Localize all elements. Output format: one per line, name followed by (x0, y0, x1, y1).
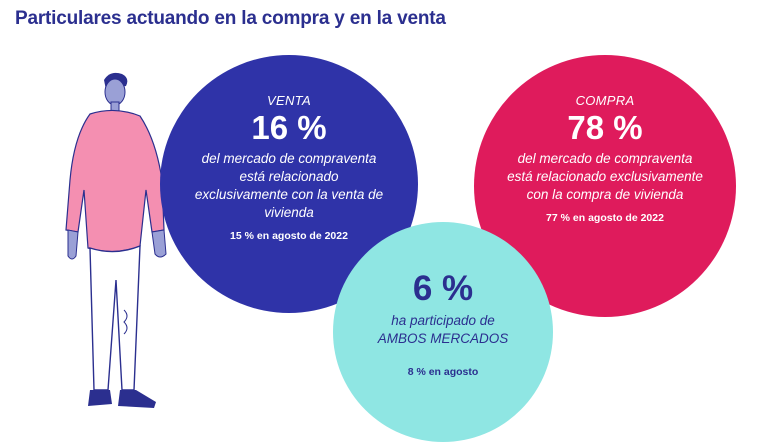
venta-label: VENTA (267, 93, 311, 108)
person-trousers (89, 244, 141, 391)
venta-description: del mercado de compraventa está relacion… (194, 151, 384, 220)
person-right-hand (151, 229, 167, 258)
compra-percent: 78 % (567, 109, 643, 146)
ambos-percent: 6 % (412, 269, 474, 308)
person-right-shoe (118, 390, 156, 408)
ambos-description-line2: AMBOS MERCADOS (377, 331, 509, 346)
ambos-description: ha participado de AMBOS MERCADOS (358, 312, 528, 348)
venta-note: 15 % en agosto de 2022 (230, 230, 348, 242)
person-sweater (65, 109, 165, 253)
compra-label: COMPRA (575, 93, 635, 108)
person-left-shoe (88, 390, 112, 406)
ambos-description-line1: ha participado de (391, 313, 495, 328)
compra-description: del mercado de compraventa está relacion… (507, 151, 703, 202)
compra-note: 77 % en agosto de 2022 (546, 212, 664, 224)
venta-percent: 16 % (251, 109, 327, 146)
page-title: Particulares actuando en la compra y en … (15, 8, 446, 29)
person-head (104, 78, 126, 106)
ambos-note: 8 % en agosto (407, 366, 479, 378)
person-illustration (65, 72, 167, 408)
ambos-circle: 6 % ha participado de AMBOS MERCADOS 8 %… (333, 222, 553, 442)
person-left-hand (67, 229, 79, 260)
